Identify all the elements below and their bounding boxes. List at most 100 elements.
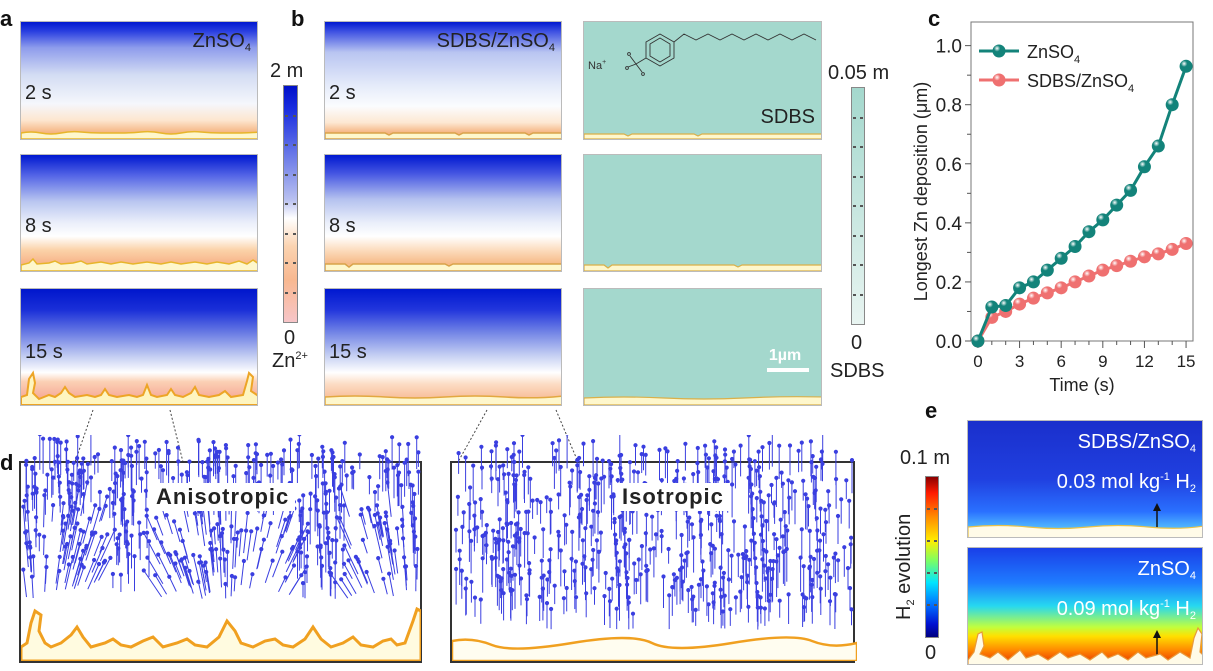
arrow-head [769, 482, 774, 488]
molecule-counterion-label: Na+ [588, 59, 606, 72]
arrow-head [413, 564, 419, 569]
arrow-head [129, 445, 134, 450]
arrow-head [327, 550, 332, 556]
time-label: 15 s [25, 341, 63, 363]
arrow-head [24, 529, 29, 534]
arrow-head [754, 565, 759, 570]
arrow-head [754, 468, 759, 473]
scale-bar [767, 368, 809, 372]
arrow-head [807, 528, 812, 534]
arrow-head [606, 459, 612, 464]
arrow-head [220, 526, 225, 532]
arrow-head [259, 462, 264, 468]
arrow-head [701, 568, 706, 573]
arrow-head [187, 459, 192, 464]
arrow-head [751, 531, 756, 536]
x-tick-label: 3 [1015, 352, 1024, 371]
arrow-head [512, 459, 517, 465]
arrow-head [698, 577, 704, 582]
sdbs-distribution-map-2s: Na+ SDBS [583, 21, 822, 140]
arrow-head [844, 478, 849, 483]
flux-arrow [22, 506, 26, 531]
arrow-head [504, 557, 510, 562]
arrow-head [315, 498, 320, 503]
arrow-head [518, 526, 523, 532]
flux-arrow [236, 532, 239, 548]
arrow-head [130, 494, 135, 499]
arrow-head [683, 441, 688, 446]
arrow-head [380, 455, 385, 460]
arrow-head [617, 559, 622, 564]
flux-arrow [256, 548, 262, 570]
arrow-head [154, 515, 159, 520]
arrow-head [579, 506, 585, 512]
flux-arrow [65, 497, 72, 531]
arrow-head [76, 507, 81, 512]
arrow-head [251, 458, 256, 463]
arrow-head [619, 514, 624, 519]
arrow-head [404, 457, 409, 462]
arrow-head [703, 443, 708, 448]
arrow-head [708, 542, 713, 547]
arrow-head [721, 570, 726, 576]
data-point-sdbs-znso4 [1137, 250, 1151, 264]
arrow-head [22, 498, 27, 503]
sdbs-distribution-map-8s [583, 154, 822, 272]
arrow-head [383, 468, 388, 474]
data-point-znso4 [999, 299, 1013, 313]
flux-arrow [85, 532, 96, 561]
arrow-head [738, 589, 743, 594]
x-tick-label: 9 [1098, 352, 1107, 371]
arrow-head [111, 489, 116, 494]
arrow-head [30, 491, 35, 496]
isotropic-flux-field: Isotropic [450, 435, 857, 663]
arrow-head [691, 472, 696, 477]
arrow-head [101, 560, 107, 565]
data-point-znso4 [1179, 59, 1193, 73]
arrow-head [612, 520, 617, 525]
flux-arrow [374, 525, 383, 559]
arrow-head [97, 489, 103, 495]
arrow-head [574, 595, 579, 600]
arrow-head [118, 468, 123, 473]
arrow-head [306, 530, 311, 535]
arrow-head [722, 447, 728, 452]
arrow-head [693, 607, 698, 612]
flux-arrow [174, 563, 182, 579]
arrow-head [333, 560, 338, 565]
flux-arrow [234, 538, 238, 568]
arrow-head [505, 447, 510, 452]
sdbs-zn-concentration-map-15s: 15 s [324, 288, 562, 406]
arrow-head [268, 473, 273, 478]
arrow-head [548, 509, 554, 515]
arrow-head [744, 554, 749, 559]
flux-arrow [90, 505, 96, 524]
arrow-head [164, 513, 169, 518]
arrow-head [518, 576, 524, 581]
y-tick-label: 0.8 [936, 96, 962, 117]
arrow-head [469, 538, 474, 544]
arrow-head [564, 522, 569, 527]
flux-arrow [92, 508, 100, 532]
flux-arrow [295, 523, 309, 551]
arrow-head [760, 445, 765, 450]
arrow-head [502, 472, 507, 477]
flux-arrow [199, 511, 206, 547]
flux-arrow [70, 509, 79, 544]
arrow-head [299, 550, 304, 555]
y-tick-label: 0.4 [936, 214, 963, 235]
flux-arrow [64, 556, 74, 590]
arrow-head [585, 493, 590, 498]
arrow-head [615, 478, 620, 483]
arrow-head [815, 528, 820, 533]
arrow-head [681, 476, 686, 481]
sdbs-molecule-structure: Na+ [588, 33, 817, 76]
arrow-head [383, 449, 388, 454]
arrow-head [627, 537, 632, 543]
arrow-head [145, 530, 150, 535]
flux-arrow [24, 500, 27, 522]
arrow-head [622, 530, 627, 535]
arrow-head [665, 449, 670, 454]
arrow-head [545, 577, 550, 582]
arrow-head [125, 541, 130, 547]
